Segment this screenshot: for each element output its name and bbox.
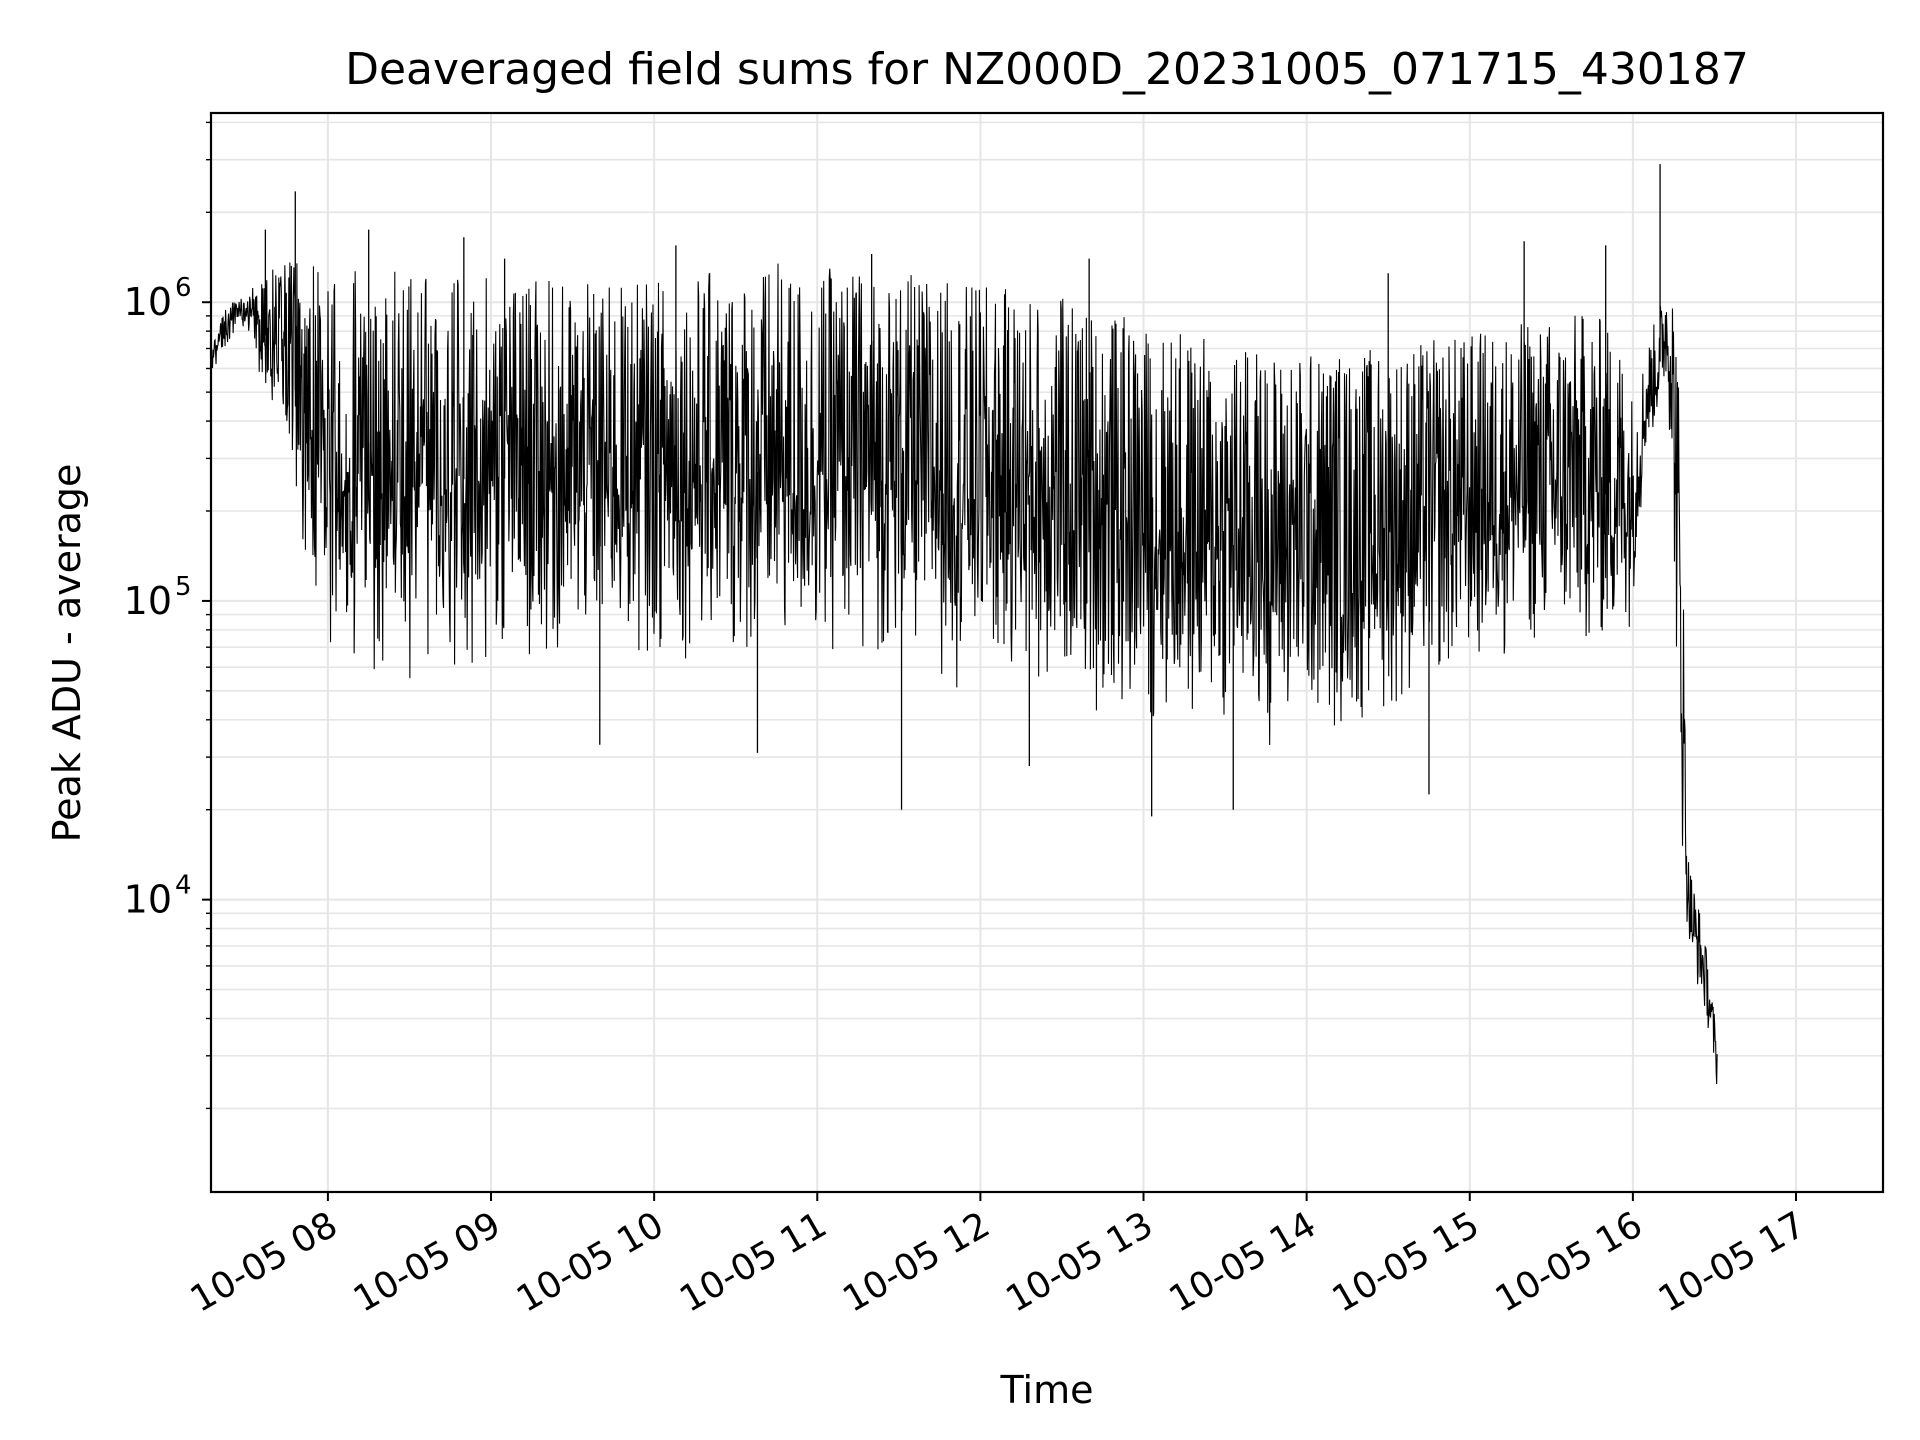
y-tick-label: 10 4 [124,871,192,922]
grid-layer [211,113,1883,1192]
y-tick-label-base: 10 [124,878,172,922]
y-axis-label: Peak ADU - average [45,464,89,843]
x-axis-label: Time [1000,1368,1094,1412]
plot-area-frame [209,111,1885,1194]
y-tick-label-base: 10 [124,280,172,324]
y-tick-label: 10 6 [124,273,192,324]
data-layer [210,164,1718,1084]
y-tick-label: 10 5 [124,572,192,623]
y-tick-label-base: 10 [124,579,172,623]
y-tick-label-exponent: 4 [175,871,192,901]
y-tick-label-exponent: 5 [175,572,192,602]
y-tick-label-exponent: 6 [175,273,192,303]
data-series-line [210,262,1718,1084]
chart-title: Deaveraged field sums for NZ000D_2023100… [345,44,1749,95]
